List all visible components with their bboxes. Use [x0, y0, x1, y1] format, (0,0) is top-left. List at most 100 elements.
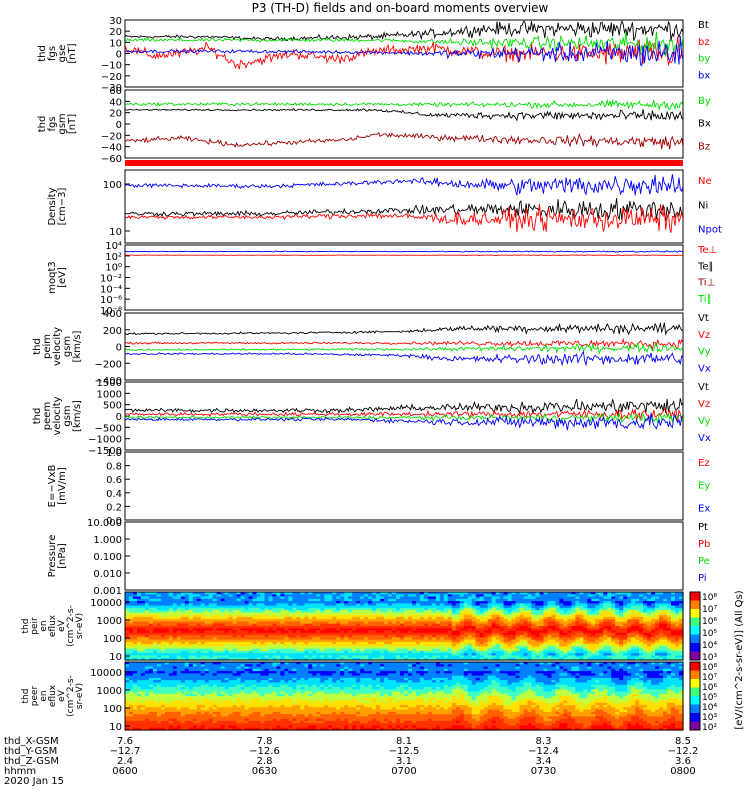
y-tick-label: −20 [101, 72, 122, 83]
legend-ti: Ti∥ [697, 294, 712, 305]
y-tick-label: 200 [103, 326, 122, 337]
y-tick-label: 0.001 [93, 586, 122, 597]
legend-ez: Ez [698, 458, 710, 469]
legend-bt: Bt [698, 20, 709, 31]
colorbar-tick: 10³ [702, 653, 717, 663]
y-axis-label-line: [cm−3] [57, 188, 68, 226]
y-axis-label-line: [eV] [57, 267, 68, 288]
legend-vz: Vz [698, 330, 710, 341]
colorbar-tick: 10⁶ [702, 617, 717, 627]
y-axis-label-line: [nT] [67, 114, 78, 134]
y-axis-label: thdpeimvelocitygsm[km/s] [32, 327, 83, 366]
legend-vx: Vx [698, 363, 711, 374]
legend-vt: Vt [698, 313, 709, 324]
y-tick-label: −60 [101, 154, 122, 165]
panel-4: 10⁴10²10⁰10⁻²10⁻⁴10⁻⁶10⁻⁸moqt3[eV]Te⊥Te∥… [47, 241, 717, 317]
colorbar-cell [690, 643, 700, 652]
y-tick-label: 10⁰ [105, 263, 122, 274]
colorbar-tick: 10⁴ [702, 641, 717, 651]
legend-ti: Ti⊥ [697, 278, 715, 289]
y-axis-label: Pressure[nPa] [47, 535, 68, 578]
y-axis-label: moqt3[eV] [47, 261, 68, 294]
legend-npot: Npot [698, 225, 722, 236]
y-tick-label: 10 [109, 652, 122, 663]
y-axis-label: E=−VxB[mV/m] [47, 465, 68, 508]
y-tick-label: 10 [109, 38, 122, 49]
series-ti [125, 251, 683, 253]
y-tick-label: 100 [103, 634, 122, 645]
panel-frame [125, 452, 683, 520]
y-tick-label: −10 [101, 61, 122, 72]
colorbar-cell [690, 609, 700, 618]
series-ni [125, 198, 683, 222]
y-tick-label: 0.2 [106, 502, 122, 513]
series-bz [125, 133, 683, 150]
legend-by: By [698, 96, 711, 107]
panel-frame [125, 522, 683, 590]
series-vt [125, 323, 683, 335]
y-axis-label-line: [nPa] [57, 543, 68, 569]
y-tick-label: 0.6 [106, 475, 122, 486]
y-tick-label: 1.000 [93, 535, 122, 546]
y-tick-label: 20 [109, 27, 122, 38]
panel-6: 150010005000−500−1000−1500thdpeemvelocit… [32, 378, 711, 457]
y-tick-label: 0 [116, 120, 122, 131]
y-axis-label: thdfgsgsm[nT] [37, 113, 78, 134]
y-axis-label-line: [km/s] [72, 330, 83, 362]
y-tick-label: 1.0 [106, 448, 122, 459]
y-tick-label: 0 [116, 50, 122, 61]
y-tick-label: 40 [109, 97, 122, 108]
panel-5: 4002000−200−400thdpeimvelocitygsm[km/s]V… [32, 309, 711, 387]
series-vy [125, 343, 683, 353]
y-axis-label: Density[cm−3] [47, 187, 68, 225]
legend-vx: Vx [698, 433, 711, 444]
y-tick-label: 10 [109, 227, 122, 238]
y-axis-label-line: sr-eV) [75, 613, 85, 639]
y-tick-label: −40 [101, 143, 122, 154]
legend-vy: Vy [698, 416, 711, 427]
colorbar-cell [690, 626, 700, 635]
y-axis-label-line: [mV/m] [57, 467, 68, 505]
y-tick-label: 20 [109, 109, 122, 120]
colorbar-tick: 10⁵ [702, 629, 717, 639]
y-tick-label: 100 [103, 180, 122, 191]
colorbar-cell [690, 618, 700, 627]
y-tick-label: 1000 [97, 616, 122, 627]
y-axis-label-line: [km/s] [72, 400, 83, 432]
y-tick-label: 0 [116, 412, 122, 423]
legend-pt: Pt [698, 522, 708, 533]
y-tick-label: −1000 [88, 435, 122, 446]
legend-vy: Vy [698, 347, 711, 358]
panel-frame [125, 170, 683, 243]
panel-frame [125, 90, 683, 158]
y-tick-label: 60 [109, 86, 122, 97]
y-tick-label: 10000 [90, 598, 122, 609]
y-tick-label: 0.100 [93, 552, 122, 563]
y-tick-label: 500 [103, 401, 122, 412]
legend-ni: Ni [698, 200, 708, 211]
y-tick-label: −500 [95, 423, 122, 434]
legend-pe: Pe [698, 556, 710, 567]
y-tick-label: 10² [105, 252, 122, 263]
colorbar-cell [690, 592, 700, 601]
legend-bx: Bx [698, 119, 711, 130]
y-tick-label: 10⁻⁶ [100, 295, 122, 306]
legend-bx: bx [698, 70, 710, 81]
legend-vz: Vz [698, 399, 710, 410]
panel-frame [125, 313, 683, 380]
y-axis-label: thdfgsgse[nT] [37, 43, 78, 63]
y-axis-label: thdpeemvelocitygsm[km/s] [32, 396, 83, 435]
y-tick-label: 30 [109, 16, 122, 27]
y-tick-label: 10⁻² [100, 274, 122, 285]
legend-pb: Pb [698, 539, 710, 550]
y-tick-label: 0.4 [106, 489, 122, 500]
y-tick-label: 10.000 [87, 518, 122, 529]
y-tick-label: 10⁴ [105, 241, 122, 252]
series-bx [125, 109, 683, 121]
series-te [125, 255, 683, 256]
y-tick-label: 1500 [97, 378, 122, 389]
